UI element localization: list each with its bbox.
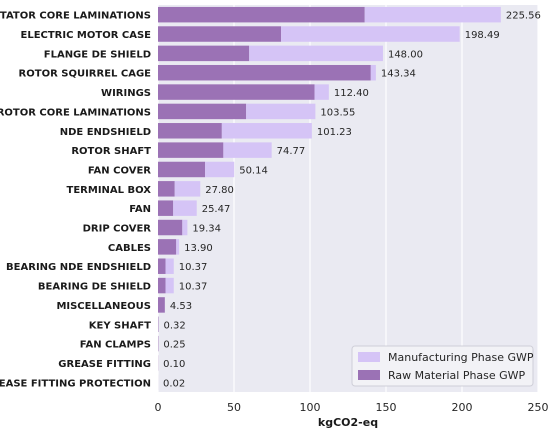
bar-manufacturing bbox=[371, 65, 376, 80]
bar-value-label: 74.77 bbox=[277, 146, 306, 157]
bar-value-label: 10.37 bbox=[179, 282, 208, 293]
bar-raw-material bbox=[158, 84, 315, 99]
bar-manufacturing bbox=[249, 46, 383, 61]
category-label: STATOR CORE LAMINATIONS bbox=[0, 11, 151, 22]
bar-value-label: 0.32 bbox=[163, 320, 185, 331]
bar-manufacturing bbox=[175, 181, 201, 196]
bar-raw-material bbox=[158, 200, 173, 215]
bar-raw-material bbox=[158, 46, 249, 61]
bar-manufacturing bbox=[173, 200, 197, 215]
category-label: ELECTRIC MOTOR CASE bbox=[20, 30, 151, 41]
x-axis-label: kgCO2-eq bbox=[318, 416, 378, 429]
category-label: NDE ENDSHIELD bbox=[60, 127, 151, 138]
category-label: CABLES bbox=[108, 243, 151, 254]
bar-value-label: 25.47 bbox=[202, 204, 231, 215]
bar-value-label: 148.00 bbox=[388, 49, 423, 60]
category-label: FAN COVER bbox=[88, 165, 151, 176]
category-label: ROTOR SHAFT bbox=[71, 146, 151, 157]
bar-value-label: 225.56 bbox=[506, 11, 541, 22]
bar-raw-material bbox=[158, 181, 175, 196]
bar-raw-material bbox=[158, 7, 365, 22]
bar-manufacturing bbox=[166, 258, 174, 273]
bar-raw-material bbox=[158, 142, 223, 157]
category-label: ROTOR SQUIRREL CAGE bbox=[19, 69, 152, 80]
x-tick-label: 50 bbox=[227, 401, 241, 414]
bar-value-label: 101.23 bbox=[317, 127, 352, 138]
x-tick-label: 250 bbox=[528, 401, 549, 414]
bar-manufacturing bbox=[182, 220, 187, 235]
category-label: FLANGE DE SHIELD bbox=[44, 49, 151, 60]
bar-raw-material bbox=[158, 239, 176, 254]
bar-manufacturing bbox=[365, 7, 501, 22]
bar-raw-material bbox=[158, 220, 182, 235]
bar-value-label: 112.40 bbox=[334, 88, 369, 99]
bar-value-label: 0.25 bbox=[163, 340, 185, 351]
bar-manufacturing bbox=[166, 278, 174, 293]
bar-raw-material bbox=[158, 26, 281, 41]
category-label: FAN CLAMPS bbox=[80, 340, 151, 351]
bar-raw-material bbox=[158, 162, 205, 177]
category-labels: STATOR CORE LAMINATIONS ELECTRIC MOTOR CA… bbox=[0, 11, 151, 390]
bar-raw-material bbox=[158, 297, 165, 312]
bar-raw-material bbox=[158, 65, 371, 80]
category-label: FAN bbox=[129, 204, 151, 215]
bar-value-label: 4.53 bbox=[170, 301, 192, 312]
plot-background bbox=[158, 5, 538, 392]
bar-value-label: 0.10 bbox=[163, 359, 185, 370]
legend-label: Manufacturing Phase GWP bbox=[388, 351, 534, 364]
x-tick-label: 200 bbox=[452, 401, 473, 414]
bar-raw-material bbox=[158, 258, 166, 273]
x-tick-label: 100 bbox=[300, 401, 321, 414]
x-tick-label: 0 bbox=[155, 401, 162, 414]
x-tick-labels: 0 50 100 150 200 250 bbox=[155, 401, 549, 414]
category-label: GREASE FITTING PROTECTION bbox=[0, 378, 151, 389]
bar-manufacturing bbox=[281, 26, 460, 41]
bar-manufacturing bbox=[315, 84, 329, 99]
bar-value-label: 103.55 bbox=[320, 107, 355, 118]
category-label: GREASE FITTING bbox=[58, 359, 151, 370]
bar-value-label: 13.90 bbox=[184, 243, 213, 254]
bar-value-label: 198.49 bbox=[465, 30, 500, 41]
bar-value-label: 0.02 bbox=[163, 378, 185, 389]
legend-swatch bbox=[358, 352, 380, 362]
bar-manufacturing bbox=[246, 104, 315, 119]
category-label: TERMINAL BOX bbox=[67, 185, 152, 196]
category-label: KEY SHAFT bbox=[89, 320, 151, 331]
bar-manufacturing bbox=[222, 123, 312, 138]
bar-manufacturing bbox=[205, 162, 234, 177]
category-label: BEARING NDE ENDSHIELD bbox=[6, 262, 151, 273]
category-label: WIRINGS bbox=[101, 88, 151, 99]
bar-manufacturing bbox=[176, 239, 179, 254]
category-label: BEARING DE SHIELD bbox=[38, 282, 151, 293]
x-tick-label: 150 bbox=[376, 401, 397, 414]
category-label: ROTOR CORE LAMINATIONS bbox=[0, 107, 151, 118]
bar-value-label: 143.34 bbox=[381, 69, 416, 80]
bar-value-label: 50.14 bbox=[239, 165, 268, 176]
legend: Manufacturing Phase GWP Raw Material Phas… bbox=[352, 346, 534, 386]
bar-manufacturing bbox=[223, 142, 271, 157]
legend-label: Raw Material Phase GWP bbox=[388, 369, 526, 382]
category-label: MISCELLANEOUS bbox=[56, 301, 151, 312]
bar-raw-material bbox=[158, 123, 222, 138]
bar-value-label: 19.34 bbox=[192, 224, 221, 235]
category-label: DRIP COVER bbox=[83, 224, 152, 235]
bar-value-label: 27.80 bbox=[205, 185, 234, 196]
legend-swatch bbox=[358, 370, 380, 380]
bar-value-label: 10.37 bbox=[179, 262, 208, 273]
bar-raw-material bbox=[158, 104, 246, 119]
bar-raw-material bbox=[158, 278, 166, 293]
